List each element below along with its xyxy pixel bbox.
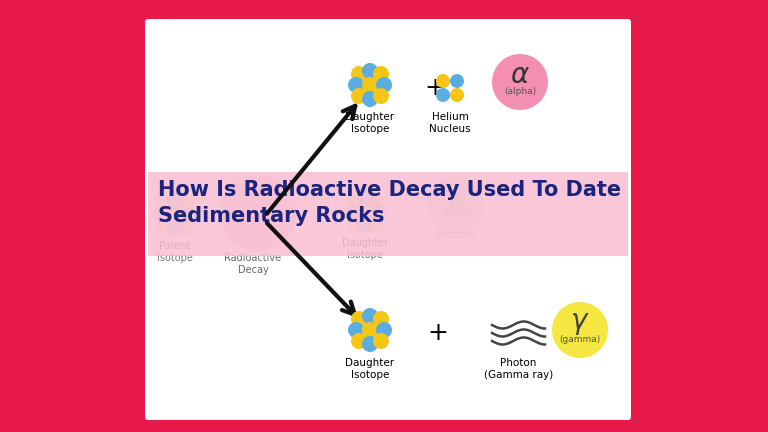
Circle shape xyxy=(373,333,389,349)
Circle shape xyxy=(552,302,608,358)
Text: $\alpha$: $\alpha$ xyxy=(510,61,530,89)
Circle shape xyxy=(343,204,359,220)
Circle shape xyxy=(346,193,362,209)
Circle shape xyxy=(348,77,364,93)
Text: Electron: Electron xyxy=(435,230,475,240)
Circle shape xyxy=(373,311,389,327)
Text: Daughter
Isotope: Daughter Isotope xyxy=(342,238,388,260)
Circle shape xyxy=(362,322,378,338)
Text: (beta): (beta) xyxy=(442,209,468,217)
Text: Radioactive
Decay: Radioactive Decay xyxy=(224,253,282,275)
Circle shape xyxy=(376,322,392,338)
Circle shape xyxy=(362,336,378,352)
Circle shape xyxy=(181,207,197,223)
Circle shape xyxy=(167,193,183,209)
Circle shape xyxy=(492,54,548,110)
Circle shape xyxy=(368,215,384,231)
Text: +: + xyxy=(428,321,449,345)
Circle shape xyxy=(351,88,367,104)
Circle shape xyxy=(346,215,362,231)
FancyBboxPatch shape xyxy=(148,172,628,256)
Text: Photon
(Gamma ray): Photon (Gamma ray) xyxy=(484,358,553,380)
Circle shape xyxy=(436,88,450,102)
Circle shape xyxy=(436,74,450,88)
Circle shape xyxy=(450,74,464,88)
Circle shape xyxy=(220,175,296,251)
Text: (gamma): (gamma) xyxy=(559,336,601,344)
Circle shape xyxy=(357,190,373,206)
Circle shape xyxy=(373,66,389,82)
Circle shape xyxy=(362,63,378,79)
Circle shape xyxy=(351,333,367,349)
Circle shape xyxy=(450,88,464,102)
Circle shape xyxy=(178,218,194,234)
Circle shape xyxy=(368,193,384,209)
Circle shape xyxy=(362,91,378,107)
Circle shape xyxy=(362,308,378,324)
Text: Helium
Nucleus: Helium Nucleus xyxy=(429,112,471,133)
Circle shape xyxy=(348,322,364,338)
Circle shape xyxy=(153,207,169,223)
Circle shape xyxy=(351,311,367,327)
Circle shape xyxy=(376,77,392,93)
Circle shape xyxy=(362,77,378,93)
Text: (alpha): (alpha) xyxy=(504,88,536,96)
Text: $\gamma$: $\gamma$ xyxy=(570,309,590,337)
FancyBboxPatch shape xyxy=(145,19,631,420)
Circle shape xyxy=(167,207,183,223)
Circle shape xyxy=(156,196,172,212)
Text: Daughter
Isotope: Daughter Isotope xyxy=(346,112,395,133)
Text: $\beta$: $\beta$ xyxy=(449,191,461,210)
Circle shape xyxy=(167,221,183,237)
Text: Parent
Isotope: Parent Isotope xyxy=(157,241,193,263)
Text: Daughter
Isotope: Daughter Isotope xyxy=(346,358,395,380)
Circle shape xyxy=(357,204,373,220)
Circle shape xyxy=(427,177,483,233)
Text: +: + xyxy=(425,76,445,100)
Circle shape xyxy=(156,218,172,234)
Text: How Is Radioactive Decay Used To Date
Sedimentary Rocks: How Is Radioactive Decay Used To Date Se… xyxy=(158,180,621,226)
Circle shape xyxy=(357,218,373,234)
Circle shape xyxy=(371,204,387,220)
Circle shape xyxy=(178,196,194,212)
Circle shape xyxy=(373,88,389,104)
Circle shape xyxy=(351,66,367,82)
